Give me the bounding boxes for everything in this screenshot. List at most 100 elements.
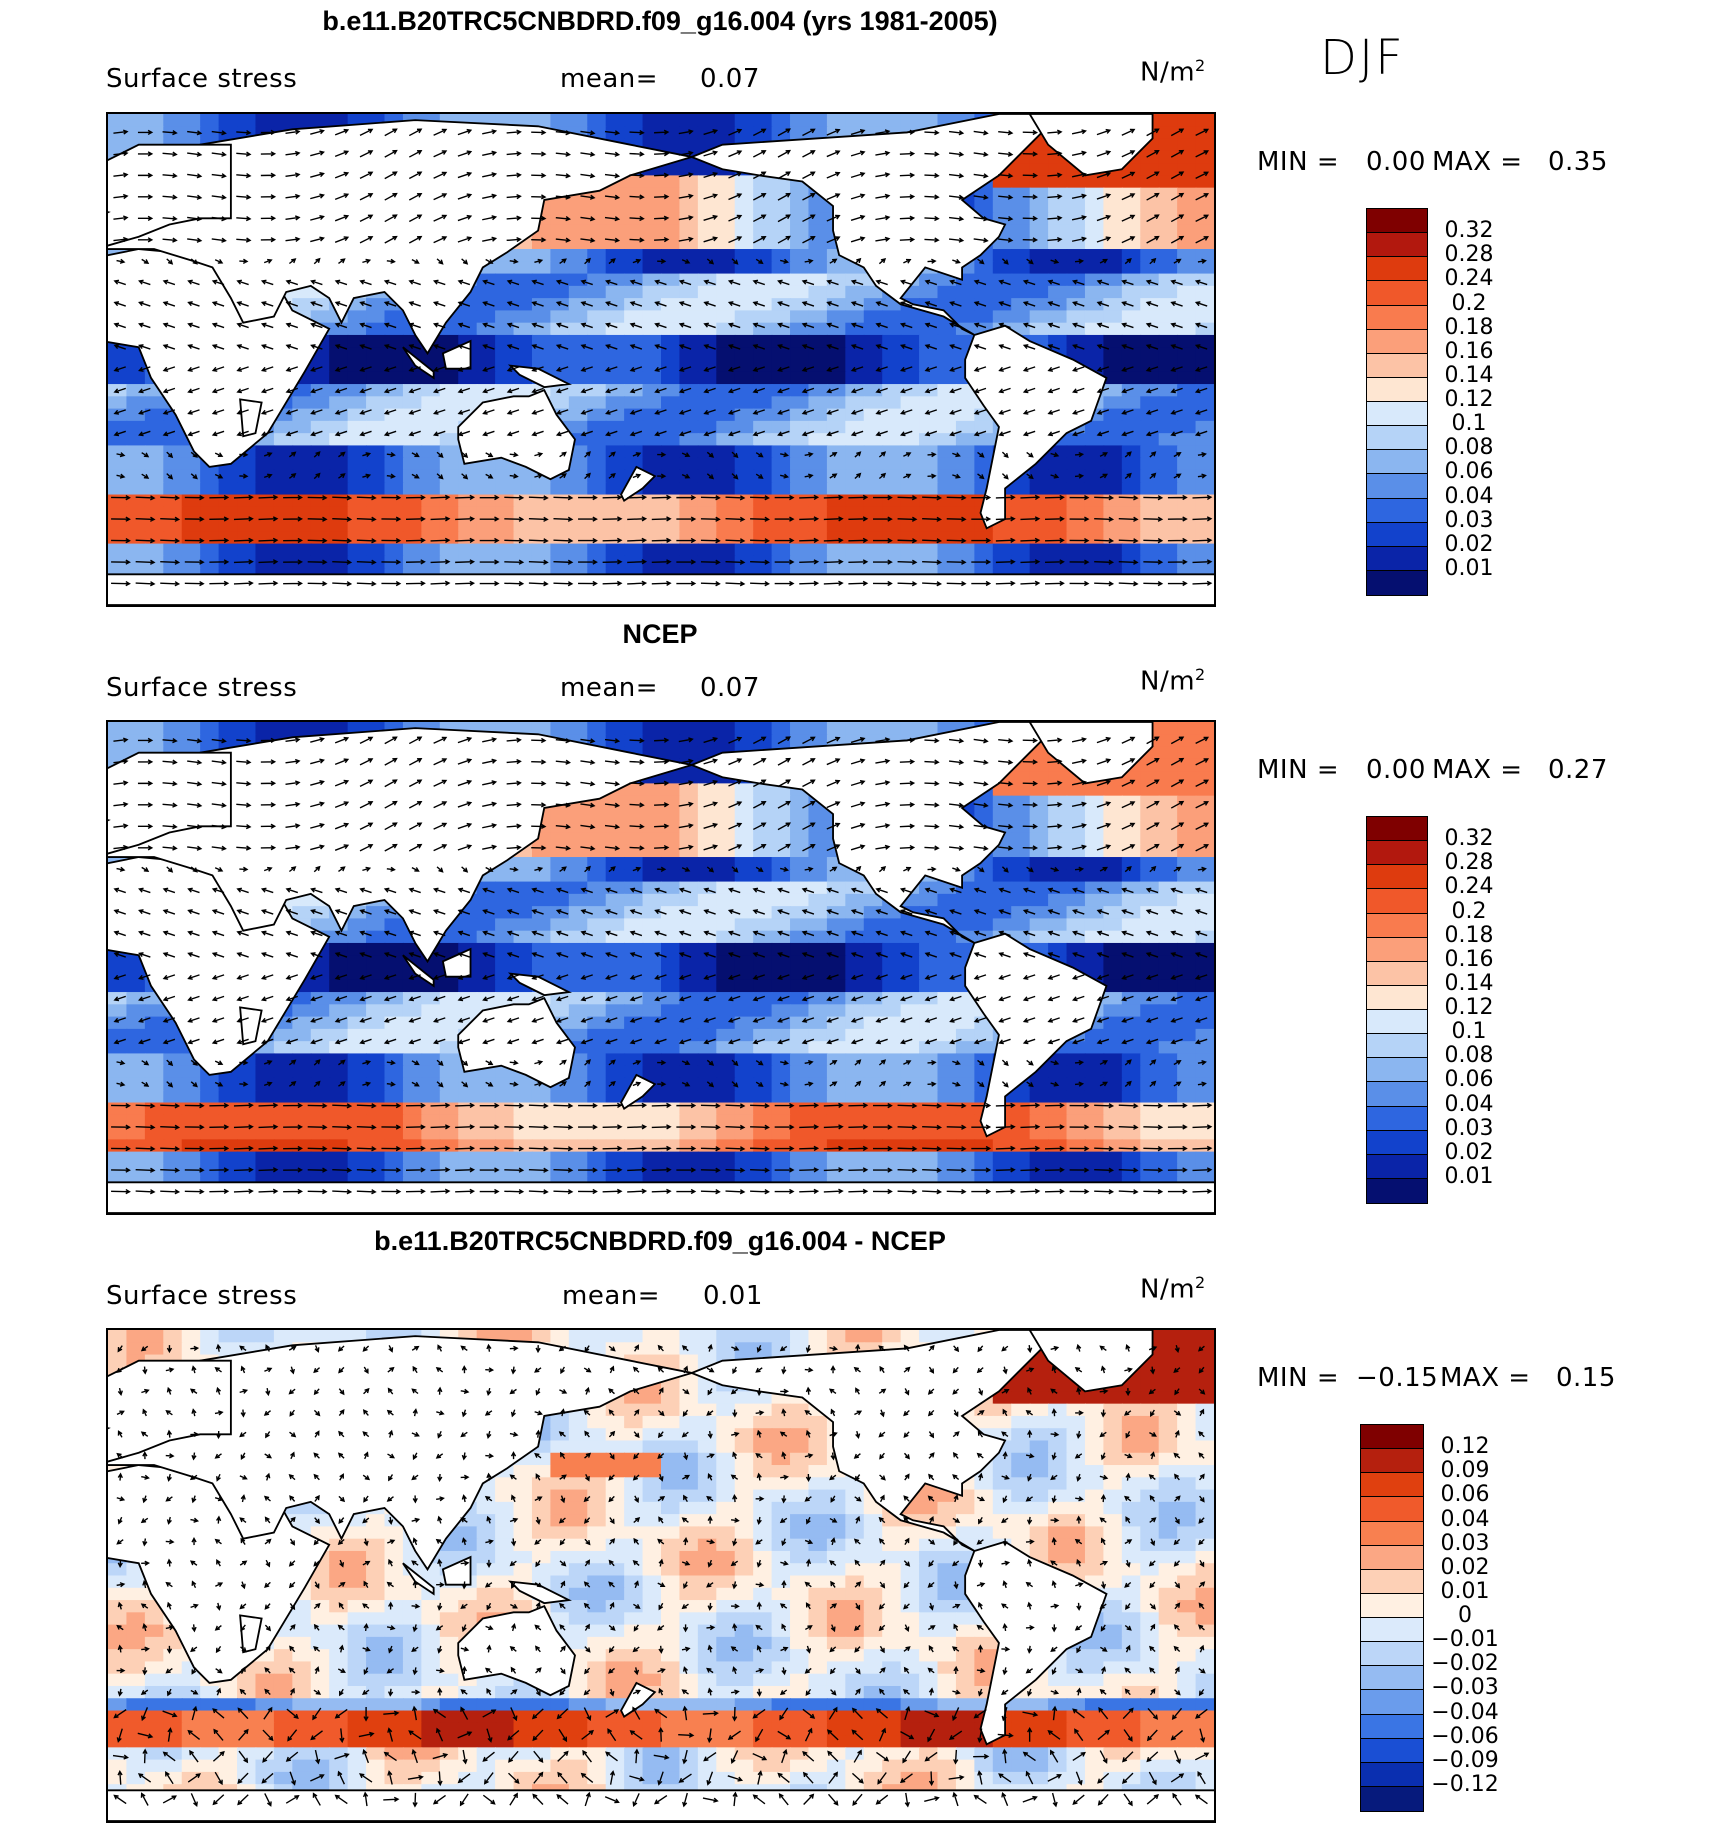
field-cell xyxy=(974,273,994,287)
panel-2-mean-value: 0.07 xyxy=(700,673,760,703)
wind-arrow xyxy=(555,279,569,286)
field-cell xyxy=(863,482,884,496)
wind-arrow xyxy=(408,128,423,137)
wind-arrow xyxy=(946,559,967,565)
field-cell xyxy=(458,992,478,1006)
wind-arrow xyxy=(285,215,301,221)
wind-arrow xyxy=(802,128,816,137)
field-cell xyxy=(1048,310,1068,324)
field-cell xyxy=(1195,457,1214,471)
field-cell xyxy=(1029,807,1050,822)
wind-arrow xyxy=(233,559,254,565)
wind-arrow xyxy=(654,301,667,307)
field-cell xyxy=(1140,285,1160,300)
field-cell xyxy=(992,807,1013,822)
field-cell xyxy=(974,543,994,557)
wind-arrow xyxy=(700,516,721,522)
field-cell xyxy=(550,224,570,238)
field-cell xyxy=(863,396,884,410)
field-cell xyxy=(1177,1028,1197,1043)
wind-arrow xyxy=(457,279,471,286)
field-cell xyxy=(347,371,367,385)
field-cell xyxy=(790,1016,810,1030)
wind-arrow xyxy=(236,279,249,286)
wind-arrow xyxy=(1069,559,1090,565)
wind-arrow xyxy=(436,258,444,265)
field-cell xyxy=(771,942,791,957)
field-cell xyxy=(642,734,662,748)
wind-arrow xyxy=(160,581,181,587)
field-cell xyxy=(108,967,128,981)
field-cell xyxy=(402,371,423,385)
wind-arrow xyxy=(1195,214,1210,222)
wind-arrow xyxy=(973,366,987,372)
field-cell xyxy=(697,445,718,459)
wind-arrow xyxy=(971,494,992,501)
wind-arrow xyxy=(804,258,814,264)
field-cell xyxy=(568,224,589,238)
wind-arrow xyxy=(1094,538,1115,544)
wind-arrow xyxy=(334,387,348,394)
field-cell xyxy=(882,1004,902,1018)
field-cell xyxy=(568,482,589,496)
wind-arrow xyxy=(629,344,643,350)
field-cell xyxy=(1029,795,1050,809)
field-cell xyxy=(1195,519,1214,533)
wind-arrow xyxy=(973,301,987,307)
wind-arrow xyxy=(802,236,816,244)
field-cell xyxy=(790,187,810,201)
field-cell xyxy=(771,396,791,410)
field-cell xyxy=(218,506,238,520)
field-cell xyxy=(550,832,570,846)
wind-arrow xyxy=(1001,258,1009,265)
field-cell xyxy=(808,408,828,422)
field-cell xyxy=(1103,893,1123,908)
field-cell xyxy=(587,844,607,858)
panel-2-map xyxy=(106,720,1216,1215)
wind-arrow xyxy=(555,301,569,307)
wind-arrow xyxy=(657,258,667,264)
field-cell xyxy=(661,1004,681,1018)
wind-arrow xyxy=(973,430,987,437)
field-cell xyxy=(126,469,146,484)
field-cell xyxy=(826,384,847,398)
field-cell xyxy=(1177,746,1197,760)
field-cell xyxy=(790,543,810,557)
field-cell xyxy=(458,469,478,484)
wind-arrow xyxy=(1192,537,1213,543)
field-cell xyxy=(347,506,367,520)
wind-arrow xyxy=(209,580,230,587)
wind-arrow xyxy=(356,538,377,544)
field-cell xyxy=(587,298,607,312)
field-cell xyxy=(826,433,847,447)
wind-arrow xyxy=(384,171,398,180)
field-cell xyxy=(550,722,570,736)
field-cell xyxy=(771,359,791,373)
field-cell xyxy=(1140,506,1160,520)
field-cell xyxy=(642,832,662,846)
field-cell xyxy=(863,469,884,484)
field-cell xyxy=(1140,942,1160,957)
field-cell xyxy=(716,249,736,263)
field-cell xyxy=(753,857,773,871)
coastline xyxy=(108,573,1214,605)
wind-arrow xyxy=(166,473,174,480)
wind-arrow xyxy=(1170,344,1183,350)
wind-arrow xyxy=(678,409,692,415)
field-cell xyxy=(1121,249,1142,263)
wind-arrow xyxy=(285,387,299,394)
field-cell xyxy=(605,273,626,287)
wind-arrow xyxy=(998,237,1014,243)
field-cell xyxy=(273,722,294,736)
field-cell xyxy=(790,1004,810,1018)
wind-arrow xyxy=(804,473,814,479)
field-cell xyxy=(237,722,257,736)
field-cell xyxy=(661,224,681,238)
field-cell xyxy=(495,469,515,484)
wind-arrow xyxy=(138,387,151,394)
field-cell xyxy=(439,992,460,1006)
wind-arrow xyxy=(1047,236,1063,243)
field-cell xyxy=(1177,869,1197,883)
field-cell xyxy=(716,844,736,858)
wind-arrow xyxy=(799,494,820,501)
